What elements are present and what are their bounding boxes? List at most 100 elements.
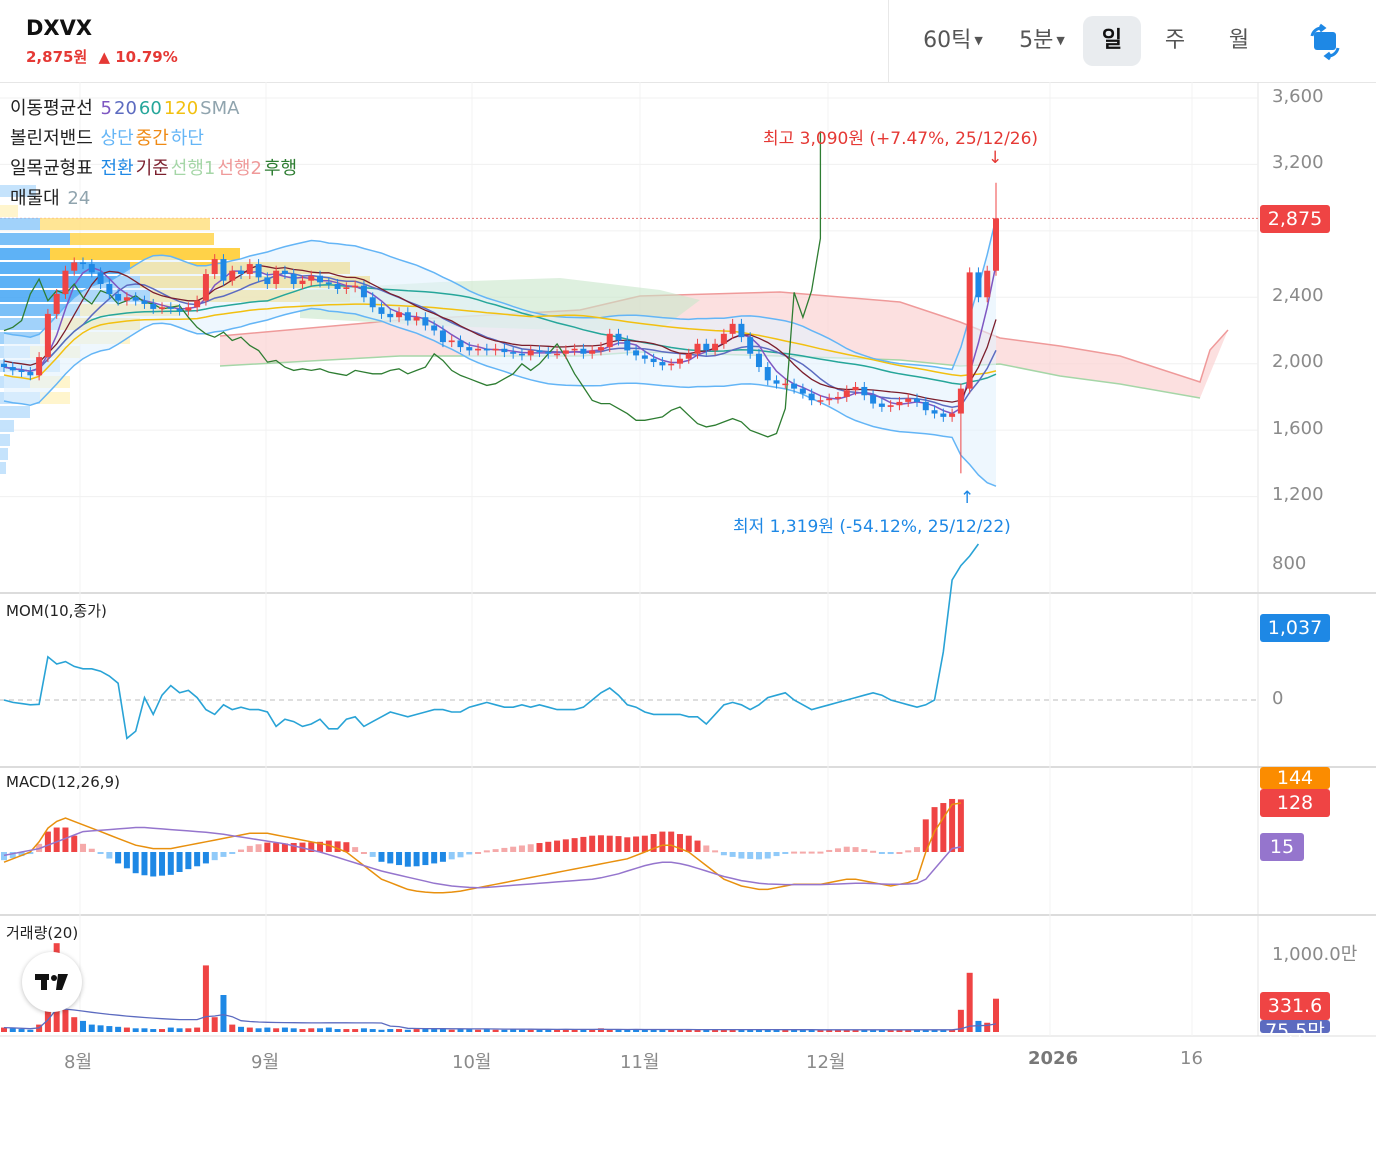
legend-bollinger[interactable]: 볼린저밴드 상단 중간 하단 <box>10 124 206 150</box>
macd-histogram-bar <box>360 852 367 854</box>
volume-profile-bar <box>70 233 214 245</box>
volume-bar <box>562 1029 569 1032</box>
candle-body <box>817 400 824 402</box>
legend-ma-20: 20 <box>114 98 137 119</box>
macd-histogram-bar <box>44 831 51 852</box>
macd-histogram-bar <box>387 852 394 864</box>
macd-histogram-bar <box>957 799 964 852</box>
candle-body <box>580 348 587 354</box>
mom-line <box>3 543 980 740</box>
macd-histogram-bar <box>343 842 350 852</box>
volume-bar <box>791 1029 798 1032</box>
chart-canvas[interactable] <box>0 82 1376 1156</box>
candle-body <box>633 350 640 356</box>
tab-60tick[interactable]: 60틱 ▼ <box>923 28 983 53</box>
candle-body <box>483 348 490 351</box>
arrow-down-icon: ↓ <box>988 148 1003 168</box>
candle-body <box>211 259 218 275</box>
candle-body <box>843 390 850 397</box>
volume-bar <box>255 1028 262 1032</box>
macd-histogram-bar <box>448 852 455 860</box>
volume-bar <box>123 1027 130 1032</box>
volume-bar <box>887 1029 894 1032</box>
volume-bar <box>27 1029 34 1032</box>
volume-profile-bar <box>0 205 18 217</box>
candle-body <box>896 401 903 406</box>
volume-bar <box>773 1029 780 1032</box>
volume-bar <box>817 1029 824 1032</box>
macd-histogram-bar <box>369 852 376 857</box>
volume-bar <box>659 1029 666 1032</box>
refresh-icon[interactable] <box>1306 22 1346 62</box>
macd-histogram-bar <box>115 852 122 864</box>
low-annotation: 최저 1,319원 (-54.12%, 25/12/22) <box>733 517 1011 537</box>
candle-body <box>466 347 473 351</box>
macd-histogram-bar <box>334 841 341 852</box>
candle-body <box>106 284 113 294</box>
volume-bar <box>747 1029 754 1032</box>
candle-body <box>308 275 315 281</box>
price-axis-800: 800 <box>1272 553 1307 574</box>
candle-body <box>650 358 657 363</box>
volume-bar <box>826 1029 833 1032</box>
candle-body <box>703 343 710 351</box>
legend-ma[interactable]: 이동평균선 5 20 60 120 SMA <box>10 94 241 120</box>
candle-body <box>720 333 727 344</box>
volume-bar <box>694 1029 701 1032</box>
volume-bar <box>834 1029 841 1032</box>
volume-bar <box>132 1028 139 1032</box>
volume-pane <box>1 943 999 1032</box>
ma-60 <box>3 284 997 386</box>
macd-histogram-bar <box>940 803 947 852</box>
tab-5min[interactable]: 5분 ▼ <box>1019 28 1065 53</box>
candle-body <box>343 287 350 289</box>
volume-bar <box>334 1029 341 1032</box>
macd-histogram-bar <box>799 851 806 854</box>
x-label-sep: 9월 <box>251 1052 280 1073</box>
volume-bar <box>466 1029 473 1032</box>
volume-bar <box>404 1029 411 1032</box>
macd-histogram-bar <box>571 838 578 852</box>
macd-histogram-bar <box>905 850 912 853</box>
macd-histogram-bar <box>949 798 956 852</box>
volume-bar <box>782 1029 789 1032</box>
volume-bar <box>352 1029 359 1032</box>
tab-monthly[interactable]: 월 <box>1228 28 1250 53</box>
candle-body <box>431 325 438 331</box>
macd-histogram-bar <box>510 846 517 852</box>
macd-histogram-bar <box>773 852 780 857</box>
candle-body <box>536 350 543 353</box>
tab-daily[interactable]: 일 <box>1083 16 1141 66</box>
candle-body <box>1 363 7 368</box>
macd-histogram-bar <box>615 836 622 852</box>
macd-histogram-bar <box>317 841 324 852</box>
volume-bar <box>360 1028 367 1032</box>
volume-profile-bar <box>0 248 50 260</box>
legend-bb-upper: 상단 <box>100 128 134 149</box>
macd-histogram-bar <box>281 843 288 852</box>
volume-bar <box>799 1029 806 1032</box>
volume-profile-bar <box>0 406 30 418</box>
candle-body <box>641 355 648 359</box>
candle-body <box>545 352 552 354</box>
candle-body <box>747 337 754 354</box>
tab-weekly[interactable]: 주 <box>1164 28 1186 53</box>
legend-ma-5: 5 <box>100 98 112 119</box>
candle-body <box>220 259 227 281</box>
macd-histogram-bar <box>747 852 754 859</box>
legend-volume-profile[interactable]: 매물대 24 <box>10 184 92 210</box>
volume-bar <box>475 1029 482 1032</box>
candle-body <box>913 398 920 402</box>
volume-bar <box>940 1029 947 1032</box>
price-badge: 2,875 <box>1260 205 1330 233</box>
volume-bar <box>633 1029 640 1032</box>
volume-profile-bar <box>0 233 70 245</box>
candle-body <box>597 347 604 351</box>
arrow-up-icon: ↑ <box>960 488 975 508</box>
legend-ichimoku[interactable]: 일목균형표 전환 기준 선행1 선행2 후행 <box>10 154 299 180</box>
candle-body <box>167 307 174 309</box>
volume-profile-bar <box>40 218 210 230</box>
volume-bar <box>764 1029 771 1032</box>
tradingview-logo[interactable] <box>22 952 82 1012</box>
volume-bar <box>281 1027 288 1032</box>
